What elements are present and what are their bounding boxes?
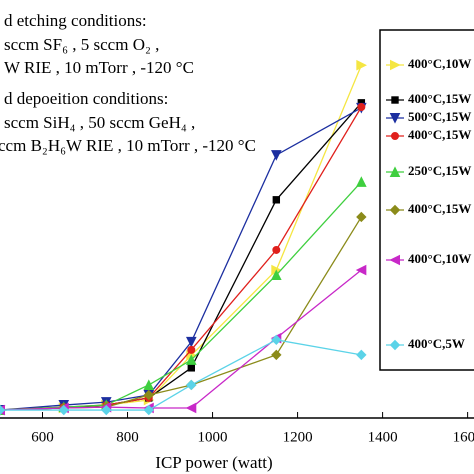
- data-point: [355, 264, 367, 276]
- legend-marker: [389, 113, 401, 124]
- x-tick-label: 800: [116, 429, 139, 445]
- legend-label: 400°C,15W: [408, 201, 471, 216]
- data-point: [357, 103, 366, 112]
- data-point: [356, 211, 367, 223]
- data-point: [58, 404, 69, 416]
- legend-marker: [391, 132, 399, 140]
- legend-label: 400°C,15W: [408, 91, 471, 106]
- legend-label: 250°C,15W: [408, 163, 471, 178]
- data-point: [185, 354, 197, 365]
- legend-label: 400°C,15W: [408, 127, 471, 142]
- x-tick-label: 1000: [198, 429, 228, 445]
- annotation: sccm SF₆ , 5 sccm O₂ ,: [4, 35, 159, 54]
- data-point: [186, 379, 197, 391]
- annotation: W RIE , 10 mTorr , -120 °C: [4, 58, 194, 77]
- legend-label: 400°C,10W: [408, 251, 471, 266]
- data-point: [101, 404, 112, 416]
- legend-label: 400°C,5W: [408, 336, 465, 351]
- data-point: [272, 245, 281, 254]
- data-point: [143, 404, 154, 416]
- data-point: [356, 176, 367, 187]
- legend-label: 500°C,15W: [408, 109, 471, 124]
- data-point: [271, 334, 282, 346]
- annotation: d etching conditions:: [4, 11, 147, 30]
- legend-marker: [389, 254, 400, 266]
- data-point: [356, 349, 367, 361]
- data-point: [271, 349, 282, 361]
- legend-label: 400°C,10W: [408, 56, 471, 71]
- series-line: [0, 269, 362, 411]
- x-tick-label: 600: [31, 429, 54, 445]
- data-point: [185, 402, 197, 414]
- data-point: [143, 389, 154, 401]
- annotation: ccm B₂H₆W RIE , 10 mTorr , -120 °C: [0, 136, 256, 155]
- legend-marker: [391, 96, 399, 104]
- legend-marker: [389, 204, 401, 216]
- data-point: [0, 404, 6, 416]
- data-point: [356, 59, 367, 71]
- x-tick-label: 1200: [283, 429, 313, 445]
- legend-marker: [389, 166, 401, 177]
- data-point: [187, 364, 196, 372]
- annotation: d depoeition conditions:: [4, 89, 168, 108]
- data-point: [187, 345, 196, 354]
- data-point: [143, 379, 155, 390]
- legend-marker: [389, 339, 401, 351]
- data-point: [271, 150, 282, 161]
- legend-marker: [390, 59, 401, 71]
- data-point: [271, 269, 282, 281]
- legend-box: [379, 29, 474, 371]
- annotation: sccm SiH₄ , 50 sccm GeH₄ ,: [4, 113, 195, 132]
- data-point: [272, 196, 281, 204]
- x-tick-label: 1400: [368, 429, 398, 445]
- x-axis-label: ICP power (watt): [155, 453, 272, 472]
- data-point: [185, 336, 197, 348]
- x-tick-label: 1600: [453, 429, 474, 445]
